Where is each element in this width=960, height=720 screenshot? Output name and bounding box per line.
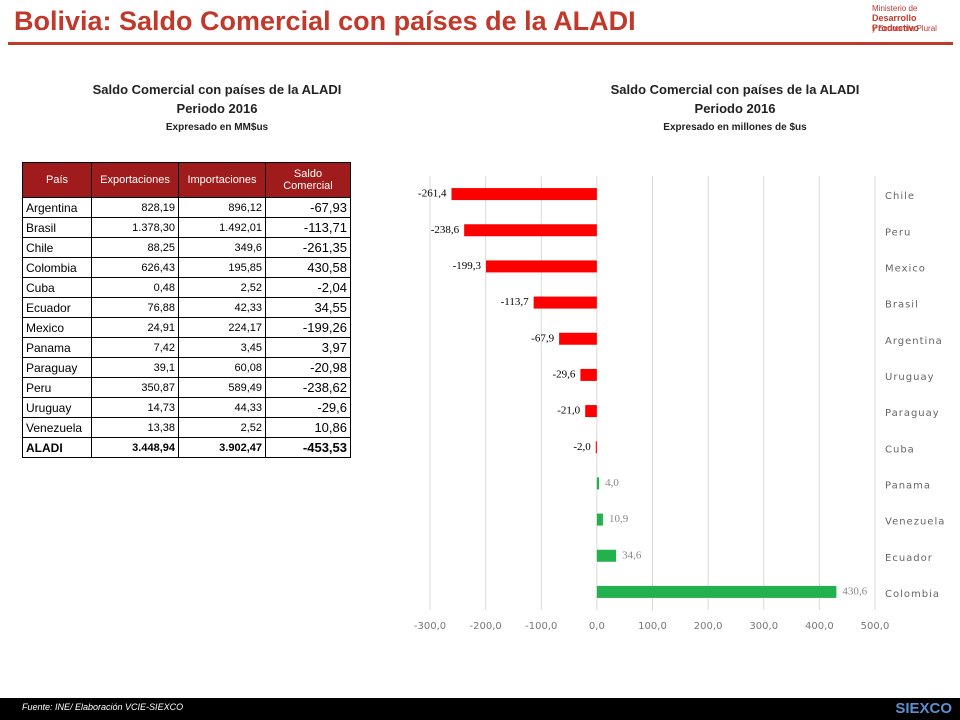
table-cell: Peru (22, 377, 92, 398)
value-label: 4,0 (605, 477, 619, 489)
x-tick-label: -300,0 (414, 621, 446, 632)
bar (533, 296, 597, 309)
table-cell: 88,25 (91, 237, 179, 258)
category-label: Colombia (885, 589, 940, 600)
x-tick-label: 500,0 (861, 621, 890, 632)
logo-text: y Economía Plural (872, 24, 937, 33)
table-cell: -2,04 (265, 277, 351, 298)
bar (559, 332, 597, 345)
table-cell: 828,19 (91, 197, 179, 218)
bar (596, 513, 603, 526)
table-cell: -67,93 (265, 197, 351, 218)
table-cell: -20,98 (265, 357, 351, 378)
table-subtitle: Periodo 2016 (176, 101, 258, 116)
table-cell: ALADI (22, 437, 92, 458)
x-tick-label: 100,0 (638, 621, 667, 632)
bar (451, 188, 597, 201)
value-label: -67,9 (531, 332, 554, 344)
value-label: -238,6 (431, 224, 460, 236)
data-table: País Exportaciones Importaciones Saldo Come… (22, 162, 351, 458)
category-label: Paraguay (885, 408, 940, 419)
value-label: -113,7 (501, 296, 530, 308)
category-label: Mexico (885, 263, 926, 274)
category-label: Ecuador (885, 553, 933, 564)
table-row: Panama 7,42 3,45 3,97 (22, 337, 351, 358)
table-cell: 3.902,47 (178, 437, 266, 458)
category-label: Cuba (885, 444, 915, 455)
value-label: 34,6 (622, 549, 642, 561)
value-label: 10,9 (609, 513, 629, 525)
table-cell: 349,6 (178, 237, 266, 258)
category-label: Venezuela (885, 517, 945, 528)
footer: Fuente: INE/ Elaboración VCIE-SIEXCO SIE… (0, 698, 960, 720)
table-cell: 1.492,01 (178, 217, 266, 238)
bar (596, 549, 617, 562)
chart-subtitle: Periodo 2016 (694, 101, 776, 116)
category-label: Brasil (885, 300, 919, 311)
bar (486, 260, 597, 273)
category-label: Panama (885, 480, 931, 491)
x-tick-label: -200,0 (470, 621, 502, 632)
value-label: -21,0 (557, 405, 580, 417)
table-cell: Uruguay (22, 397, 92, 418)
table-row: Chile 88,25 349,6 -261,35 (22, 237, 351, 258)
x-tick-label: -100,0 (525, 621, 557, 632)
table-row: Mexico 24,91 224,17 -199,26 (22, 317, 351, 338)
table-row: ALADI 3.448,94 3.902,47 -453,53 (22, 437, 351, 458)
bar (595, 441, 597, 454)
category-label: Peru (885, 227, 911, 238)
chart: -300,0 -200,0 -100,0 0,0 100,0 200,0 300,0 400,… (414, 176, 945, 632)
category-label: Chile (885, 191, 915, 202)
page-title: Bolivia: Saldo Comercial con países de l… (14, 6, 636, 36)
table-cell: Brasil (22, 217, 92, 238)
column-header: Importaciones (178, 162, 266, 198)
x-tick-label: 300,0 (749, 621, 778, 632)
table-cell: Panama (22, 337, 92, 358)
value-label: -199,3 (453, 260, 482, 272)
table-row: Brasil 1.378,30 1.492,01 -113,71 (22, 217, 351, 238)
source-note: Fuente: INE/ Elaboración VCIE-SIEXCO (22, 702, 184, 712)
table-cell: 430,58 (265, 257, 351, 278)
value-label: -2,0 (573, 441, 591, 453)
table-title: Saldo Comercial con países de la ALADI (92, 82, 342, 97)
table-cell: -261,35 (265, 237, 351, 258)
logo-text: Ministerio de (872, 4, 918, 13)
bar (596, 585, 837, 598)
chart-note: Expresado en millones de $us (663, 122, 807, 133)
table-note: Expresado en MM$us (165, 122, 269, 133)
bar (585, 405, 597, 418)
bar (580, 368, 597, 381)
x-tick-label: 200,0 (694, 621, 723, 632)
table-cell: 3.448,94 (91, 437, 179, 458)
value-label: -261,4 (418, 188, 447, 200)
table-row: Paraguay 39,1 60,08 -20,98 (22, 357, 351, 378)
x-tick-label: 0,0 (589, 621, 605, 632)
table-row: Colombia 626,43 195,85 430,58 (22, 257, 351, 278)
chart-title: Saldo Comercial con países de la ALADI (610, 82, 860, 97)
value-label: 430,6 (842, 585, 867, 597)
column-header: País (22, 162, 92, 198)
title-rule (8, 42, 953, 45)
x-tick-label: 400,0 (805, 621, 834, 632)
category-label: Argentina (885, 336, 943, 347)
logo-text: Desarrollo Productivo (872, 13, 920, 33)
value-label: -29,6 (552, 368, 575, 380)
footer-logo: SIEXCO (895, 700, 952, 717)
category-label: Uruguay (885, 372, 935, 383)
table-cell: -453,53 (265, 437, 351, 458)
bar (464, 224, 597, 237)
header-row: País Exportaciones Importaciones Saldo Come… (22, 162, 351, 198)
table-cell: 224,17 (178, 317, 266, 338)
table-cell: 34,55 (265, 297, 351, 318)
column-header: Saldo Comercial (265, 162, 351, 198)
bar (596, 477, 600, 490)
table-row: Cuba 0,48 2,52 -2,04 (22, 277, 351, 298)
table-cell: Cuba (22, 277, 92, 298)
